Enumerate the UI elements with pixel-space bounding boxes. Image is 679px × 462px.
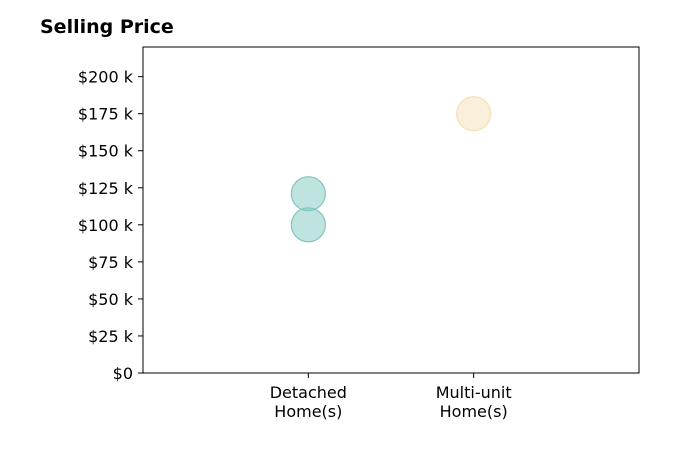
chart-title: Selling Price (40, 16, 174, 38)
y-tick-label: $100 k (78, 216, 134, 235)
x-tick-label: Detached Home(s) (270, 383, 347, 421)
data-point (290, 207, 326, 243)
y-tick-label: $75 k (88, 253, 134, 272)
data-point (456, 96, 492, 132)
y-tick-label: $150 k (78, 142, 134, 161)
data-point (290, 176, 326, 212)
y-tick-label: $0 (113, 364, 133, 383)
y-tick-label: $200 k (78, 68, 134, 87)
y-tick-label: $25 k (88, 327, 134, 346)
y-tick-label: $125 k (78, 179, 134, 198)
plot-frame (142, 46, 640, 374)
y-tick-label: $50 k (88, 290, 134, 309)
y-tick-label: $175 k (78, 105, 134, 124)
x-tick-label: Multi-unit Home(s) (436, 383, 512, 421)
